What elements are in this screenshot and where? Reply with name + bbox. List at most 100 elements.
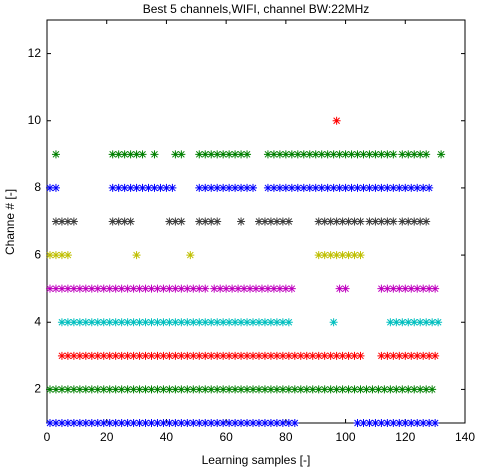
marker <box>165 385 174 394</box>
marker <box>344 351 353 360</box>
marker <box>135 385 144 394</box>
x-tick-label: 120 <box>395 430 415 444</box>
marker <box>344 251 353 260</box>
marker <box>359 183 368 192</box>
marker <box>75 385 84 394</box>
marker <box>407 183 416 192</box>
marker <box>296 351 305 360</box>
marker <box>344 217 353 226</box>
marker <box>213 217 222 226</box>
marker <box>201 217 210 226</box>
marker <box>320 351 329 360</box>
marker <box>219 419 228 427</box>
marker <box>287 284 296 293</box>
marker <box>141 284 150 293</box>
marker <box>422 318 431 327</box>
marker <box>314 217 323 226</box>
marker <box>290 419 299 427</box>
marker <box>150 150 159 159</box>
marker <box>87 284 96 293</box>
marker <box>416 385 425 394</box>
marker <box>243 150 252 159</box>
x-tick-label: 40 <box>160 430 174 444</box>
marker <box>293 150 302 159</box>
x-tick-label: 100 <box>336 430 356 444</box>
marker <box>416 217 425 226</box>
marker <box>141 385 150 394</box>
marker <box>171 318 180 327</box>
marker <box>117 385 126 394</box>
marker <box>290 351 299 360</box>
marker <box>111 284 120 293</box>
marker <box>419 419 428 427</box>
marker <box>147 419 156 427</box>
marker <box>386 318 395 327</box>
marker <box>344 385 353 394</box>
marker <box>317 150 326 159</box>
marker <box>404 318 413 327</box>
marker <box>222 284 231 293</box>
marker <box>153 419 162 427</box>
marker <box>195 385 204 394</box>
y-tick-label: 4 <box>34 314 41 328</box>
marker <box>311 183 320 192</box>
marker <box>114 183 123 192</box>
marker <box>389 419 398 427</box>
marker <box>377 217 386 226</box>
marker <box>407 419 416 427</box>
marker <box>383 351 392 360</box>
marker <box>219 351 228 360</box>
marker <box>141 419 150 427</box>
marker <box>392 385 401 394</box>
marker <box>437 150 446 159</box>
marker <box>177 385 186 394</box>
marker <box>290 385 299 394</box>
marker <box>260 419 269 427</box>
marker <box>365 183 374 192</box>
marker <box>153 385 162 394</box>
x-tick-label: 60 <box>219 430 233 444</box>
marker <box>138 183 147 192</box>
marker <box>338 251 347 260</box>
marker <box>407 351 416 360</box>
marker <box>111 419 120 427</box>
marker <box>219 150 228 159</box>
marker <box>105 351 114 360</box>
marker <box>129 284 138 293</box>
marker <box>401 419 410 427</box>
marker <box>278 419 287 427</box>
marker <box>350 385 359 394</box>
marker <box>401 351 410 360</box>
marker <box>246 284 255 293</box>
marker <box>210 284 219 293</box>
marker <box>81 318 90 327</box>
marker <box>257 284 266 293</box>
marker <box>135 419 144 427</box>
marker <box>225 183 234 192</box>
marker <box>57 217 66 226</box>
marker <box>153 351 162 360</box>
marker <box>195 217 204 226</box>
marker <box>120 183 129 192</box>
marker <box>240 284 249 293</box>
marker <box>129 385 138 394</box>
marker <box>177 318 186 327</box>
marker <box>332 385 341 394</box>
marker <box>302 351 311 360</box>
marker <box>195 351 204 360</box>
marker <box>338 217 347 226</box>
marker <box>314 351 323 360</box>
marker <box>132 251 141 260</box>
marker <box>428 385 437 394</box>
x-tick-label: 0 <box>44 430 51 444</box>
marker <box>243 351 252 360</box>
marker <box>353 419 362 427</box>
marker <box>305 150 314 159</box>
marker <box>263 183 272 192</box>
marker <box>281 150 290 159</box>
marker <box>284 419 293 427</box>
marker <box>159 385 168 394</box>
marker <box>278 385 287 394</box>
marker <box>284 217 293 226</box>
